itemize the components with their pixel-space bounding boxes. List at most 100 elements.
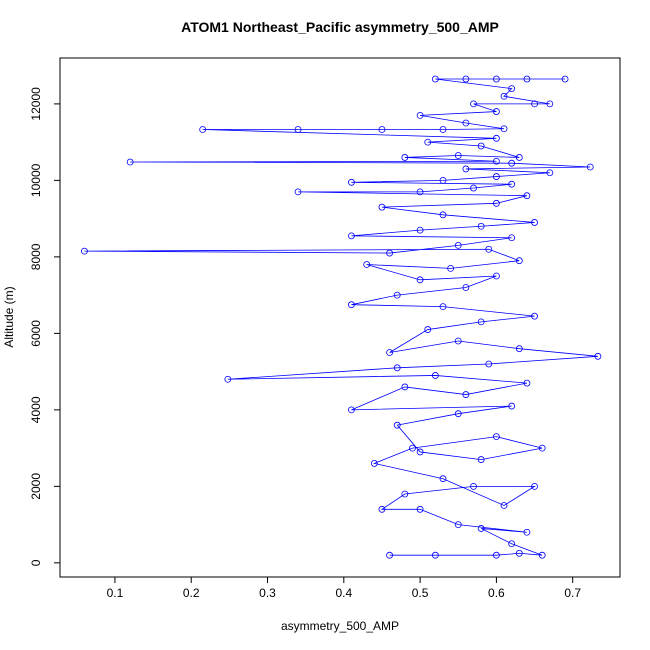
data-point xyxy=(224,375,232,383)
data-point xyxy=(386,349,393,356)
data-point xyxy=(586,163,594,171)
data-point xyxy=(515,257,523,265)
data-point xyxy=(454,242,462,249)
data-point xyxy=(508,159,516,167)
data-point xyxy=(393,291,401,299)
data-point xyxy=(493,173,500,180)
data-point xyxy=(409,444,416,452)
data-point xyxy=(401,490,409,498)
data-point xyxy=(493,433,500,441)
x-axis-label: asymmetry_500_AMP xyxy=(281,619,399,633)
data-point xyxy=(531,219,538,226)
data-point xyxy=(439,126,447,133)
data-point xyxy=(493,75,500,83)
data-point xyxy=(199,126,207,133)
data-point xyxy=(401,383,409,391)
data-point xyxy=(523,528,531,536)
data-point xyxy=(363,261,371,268)
y-tick-label: 10000 xyxy=(29,163,43,197)
data-point xyxy=(454,521,462,529)
data-point xyxy=(515,345,523,353)
data-point xyxy=(523,75,531,83)
data-point xyxy=(126,158,134,166)
data-point xyxy=(508,85,516,92)
data-point xyxy=(531,312,538,320)
data-point xyxy=(523,379,531,387)
data-point xyxy=(462,75,470,83)
data-point xyxy=(523,192,531,200)
data-point xyxy=(538,444,546,452)
data-point xyxy=(431,551,439,559)
x-tick-label: 0.5 xyxy=(412,586,429,600)
data-point xyxy=(386,249,393,257)
data-point xyxy=(470,184,477,192)
data-point xyxy=(348,178,355,186)
data-point xyxy=(508,180,516,188)
data-point xyxy=(538,551,546,559)
data-point xyxy=(493,157,500,165)
data-point xyxy=(493,551,500,559)
data-line xyxy=(84,78,598,556)
data-point xyxy=(370,460,378,467)
y-tick-label: 4000 xyxy=(29,396,43,423)
data-point xyxy=(493,199,500,207)
data-point xyxy=(439,475,447,483)
data-point xyxy=(294,126,302,133)
data-point xyxy=(470,482,477,490)
y-tick-label: 12000 xyxy=(29,87,43,121)
x-tick-label: 0.6 xyxy=(488,586,505,600)
data-point xyxy=(378,505,386,513)
data-point xyxy=(546,100,554,108)
data-point xyxy=(500,92,508,100)
data-point xyxy=(493,272,500,280)
data-point xyxy=(470,100,477,108)
data-point xyxy=(454,152,462,159)
data-point xyxy=(378,203,386,211)
data-point xyxy=(401,154,409,161)
data-point xyxy=(508,402,516,410)
y-axis-label: Altitude (m) xyxy=(2,286,16,347)
data-point xyxy=(508,540,516,548)
data-point xyxy=(439,303,447,310)
plot-frame xyxy=(59,57,621,578)
data-point xyxy=(416,111,424,119)
data-point xyxy=(500,502,508,509)
data-point xyxy=(416,226,424,234)
data-point xyxy=(561,75,569,83)
data-point xyxy=(477,456,485,463)
data-point xyxy=(508,234,516,242)
x-tick-label: 0.7 xyxy=(564,586,581,600)
y-tick-label: 2000 xyxy=(29,473,43,500)
data-point xyxy=(348,406,355,414)
data-point xyxy=(515,549,523,557)
data-point xyxy=(378,126,386,133)
data-point xyxy=(431,75,439,83)
data-point xyxy=(493,108,500,115)
data-point xyxy=(531,100,538,108)
data-point xyxy=(546,169,554,177)
data-point xyxy=(424,326,432,333)
data-point xyxy=(393,364,401,372)
data-point xyxy=(447,264,455,272)
data-point xyxy=(439,176,447,184)
x-tick-label: 0.2 xyxy=(183,586,200,600)
chart-title: ATOM1 Northeast_Pacific asymmetry_500_AM… xyxy=(181,19,499,35)
x-tick-label: 0.1 xyxy=(107,586,124,600)
y-tick-label: 6000 xyxy=(29,320,43,347)
data-point xyxy=(454,410,462,418)
data-point xyxy=(485,360,493,368)
data-point xyxy=(416,448,424,456)
data-point xyxy=(477,142,485,150)
data-point xyxy=(515,154,523,161)
data-point xyxy=(462,165,470,173)
data-point xyxy=(431,372,439,379)
data-point xyxy=(462,119,470,127)
data-point xyxy=(500,125,508,133)
x-tick-label: 0.4 xyxy=(335,586,352,600)
data-point xyxy=(462,284,470,291)
data-point xyxy=(477,318,485,326)
data-point xyxy=(393,421,401,429)
data-point xyxy=(386,551,393,559)
data-point xyxy=(594,352,602,360)
